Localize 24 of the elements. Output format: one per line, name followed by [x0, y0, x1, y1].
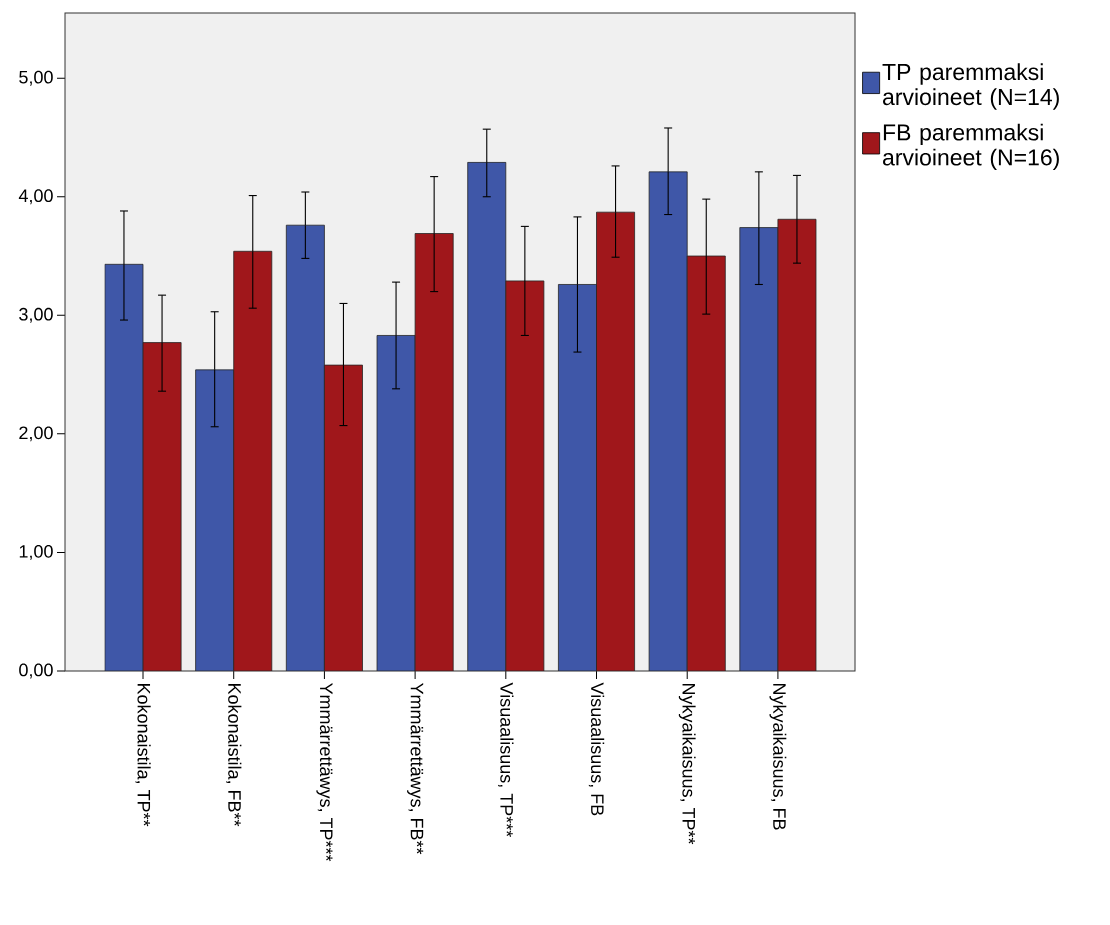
bar	[596, 211, 635, 671]
bar	[505, 280, 545, 671]
x-tick-label: Ymmärrettäwys, TP***	[316, 682, 333, 862]
y-tick-label: 3,00	[19, 307, 53, 323]
x-tick-label: Kokonaistila, TP**	[135, 684, 151, 827]
bar	[414, 233, 454, 671]
y-tick-label: 0,00	[19, 663, 53, 679]
x-tick-label: Kokonaistila, FB**	[226, 684, 242, 827]
legend-label: FB paremmaksi arvioineet (N=16)	[883, 123, 1059, 171]
x-tick-label: Ymmärrettäwys, FB**	[407, 682, 424, 855]
x-tick-label: Nykyaikaisuus, FB	[769, 684, 787, 830]
x-tick-label: Nykyaikaisuus, TP**	[678, 684, 696, 845]
bar	[142, 342, 182, 671]
bar	[233, 250, 273, 671]
x-tick-label: Visuaalisuus, TP***	[498, 682, 514, 837]
y-tick-label: 4,00	[18, 189, 53, 205]
y-tick-label: 1,00	[19, 544, 53, 560]
bar	[777, 218, 817, 671]
bar	[686, 255, 726, 671]
y-tick-label: 2,00	[19, 426, 53, 442]
bar	[324, 364, 363, 671]
x-tick-label: Visuaalisuus, FB	[588, 682, 605, 816]
legend-label: TP paremmaksi arvioineet (N=14)	[882, 63, 1059, 110]
y-tick-label: 5,00	[19, 70, 53, 86]
